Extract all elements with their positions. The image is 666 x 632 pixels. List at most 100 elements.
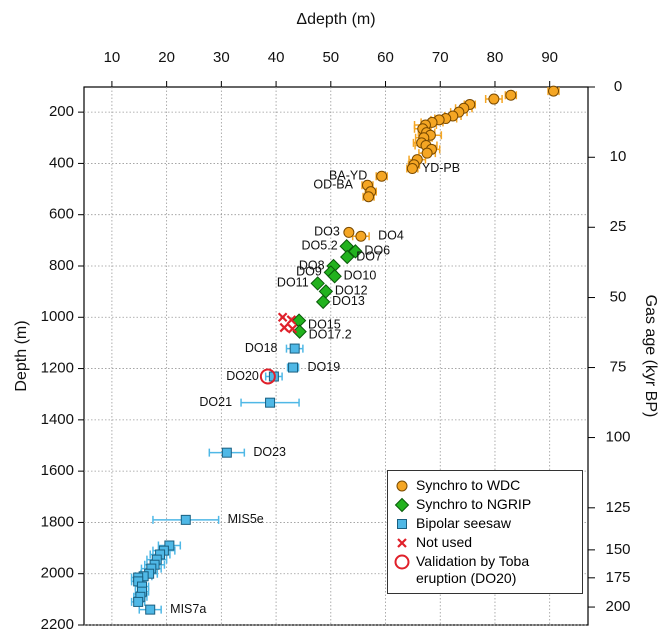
legend-marker	[394, 554, 410, 570]
point	[327, 269, 342, 284]
annotation: DO4	[378, 229, 404, 243]
point	[265, 397, 276, 408]
point	[548, 85, 560, 97]
legend-icon	[397, 538, 407, 548]
point	[180, 514, 191, 525]
x-tick-label: 80	[487, 49, 504, 66]
annotation: DO15	[308, 317, 341, 331]
point	[288, 362, 299, 373]
annotation: DO23	[253, 445, 286, 459]
y-tick-label: 600	[49, 206, 74, 223]
point	[259, 368, 276, 385]
annotation: DO18	[245, 341, 278, 355]
point	[488, 93, 500, 105]
annotation: DO8	[299, 258, 325, 272]
legend-label: Bipolar seesaw	[416, 515, 511, 531]
x-tick-label: 70	[432, 49, 449, 66]
point	[279, 322, 290, 333]
point	[292, 324, 307, 339]
x-tick-label: 50	[322, 49, 339, 66]
legend-marker	[397, 538, 407, 548]
annotation: BA-YD	[329, 169, 367, 183]
point	[289, 343, 300, 354]
point	[287, 324, 298, 334]
y2-tick-label: 50	[610, 289, 627, 306]
point	[221, 447, 232, 458]
series	[343, 85, 560, 242]
y2-tick-label: 10	[610, 148, 627, 165]
y-tick-label: 1800	[41, 513, 74, 530]
y-tick-label: 1200	[41, 360, 74, 377]
series	[291, 239, 363, 339]
point	[363, 191, 375, 203]
y2-tick-label: 150	[605, 541, 630, 558]
legend-label: Not used	[416, 534, 473, 550]
annotation: DO11	[277, 276, 309, 290]
point	[133, 596, 144, 607]
legend-entry: Synchro to NGRIP	[394, 496, 576, 513]
annotation: MIS5e	[228, 512, 264, 526]
point	[355, 230, 367, 242]
annotation: DO21	[199, 395, 232, 409]
point	[421, 147, 433, 159]
y2-axis-label: Gas age (kyr BP)	[642, 295, 659, 418]
y2-tick-label: 75	[610, 359, 627, 376]
y-tick-label: 2200	[41, 616, 74, 632]
legend-entry: Synchro to WDC	[394, 477, 576, 494]
point	[286, 315, 297, 325]
legend-icon	[396, 480, 408, 492]
series	[259, 368, 276, 385]
legend: Synchro to WDC Synchro to NGRIP Bipolar se…	[387, 470, 583, 594]
annotation: DO20	[226, 369, 259, 383]
annotation: DO13	[332, 294, 365, 308]
point	[348, 244, 363, 259]
legend-label: Synchro to WDC	[416, 477, 521, 493]
x-tick-label: 40	[268, 49, 285, 66]
point	[164, 540, 175, 551]
y2-tick-label: 200	[605, 598, 630, 615]
y-tick-label: 200	[49, 103, 74, 120]
x-tick-label: 90	[541, 49, 558, 66]
legend-entry: Bipolar seesaw	[394, 515, 576, 532]
x-tick-label: 30	[213, 49, 230, 66]
annotation: OD-BA	[313, 178, 353, 192]
y-tick-label: 2000	[41, 565, 74, 582]
point	[406, 163, 418, 175]
annotation: DO3	[314, 225, 340, 239]
y2-tick-label: 25	[610, 218, 627, 235]
legend-marker	[396, 480, 408, 492]
y-tick-label: 1600	[41, 462, 74, 479]
legend-marker	[397, 519, 407, 529]
x-tick-label: 20	[158, 49, 175, 66]
annotation: DO7	[356, 249, 382, 263]
y-tick-label: 400	[49, 154, 74, 171]
annotation: DO12	[335, 284, 368, 298]
x-axis-label: Δdepth (m)	[296, 11, 375, 28]
point	[310, 276, 325, 291]
legend-entry: Validation by Toba eruption (DO20)	[394, 553, 576, 587]
annotation: DO5.2	[302, 239, 338, 253]
legend-icon	[394, 554, 410, 570]
annotation: DO19	[308, 360, 341, 374]
y2-tick-label: 0	[614, 78, 622, 95]
annotation: DO6	[364, 244, 390, 258]
point	[315, 294, 331, 310]
legend-icon	[394, 497, 410, 513]
legend-entry: Not used	[394, 534, 576, 551]
point	[505, 89, 517, 101]
legend-label: Synchro to NGRIP	[416, 496, 532, 512]
annotation: YD-PB	[422, 161, 460, 175]
y-tick-label: 1000	[41, 308, 74, 325]
legend-icon	[397, 519, 407, 529]
series	[277, 312, 298, 334]
y2-tick-label: 100	[605, 429, 630, 446]
x-tick-label: 60	[377, 49, 394, 66]
point	[376, 170, 388, 182]
legend-label: Validation by Toba eruption (DO20)	[416, 553, 530, 586]
y-axis-label: Depth (m)	[13, 320, 30, 391]
point	[145, 604, 156, 615]
point	[340, 249, 355, 265]
point	[277, 312, 288, 323]
legend-marker	[394, 497, 410, 513]
